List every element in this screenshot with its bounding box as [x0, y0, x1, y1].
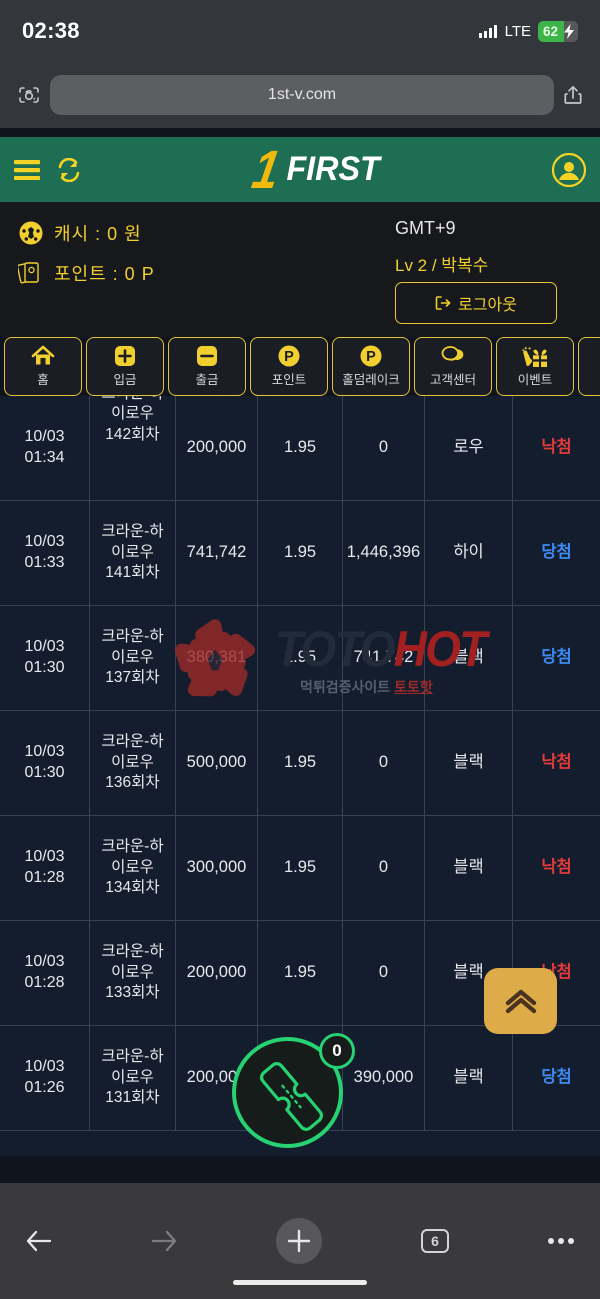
svg-text:P: P — [284, 349, 294, 365]
svg-text:P: P — [366, 349, 376, 365]
